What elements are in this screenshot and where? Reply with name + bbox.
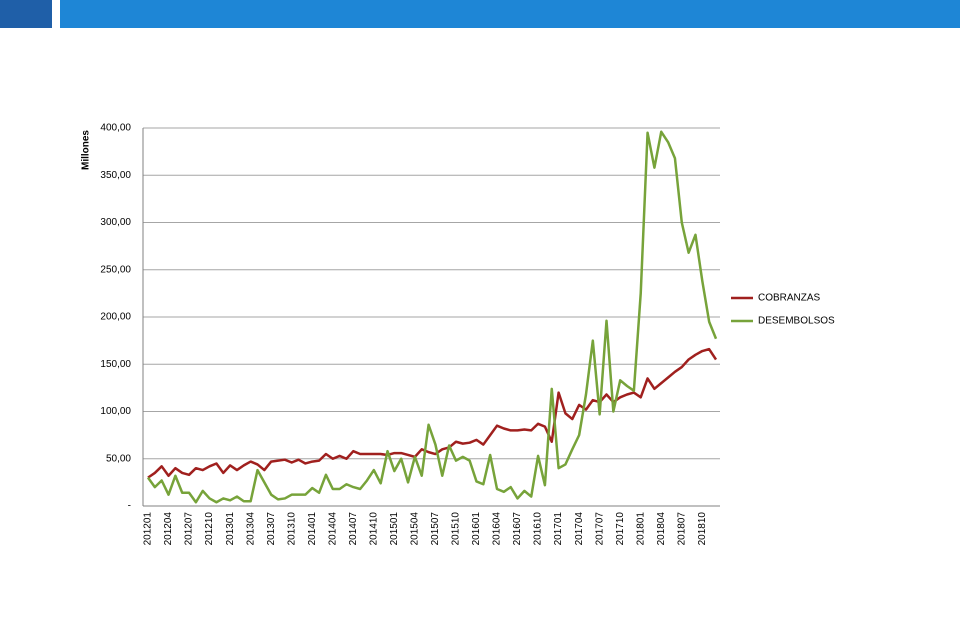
x-tick-label: 201307	[266, 512, 277, 546]
x-tick-label: 201807	[676, 512, 687, 546]
x-tick-label: 201604	[492, 512, 503, 546]
x-tick-label: 201401	[307, 512, 318, 546]
y-tick-label: 350,00	[100, 170, 131, 181]
x-tick-label: 201207	[184, 512, 195, 546]
y-tick-label: -	[128, 501, 131, 512]
x-tick-label: 201607	[512, 512, 523, 546]
x-tick-label: 201404	[327, 512, 338, 546]
x-tick-label: 201510	[451, 512, 462, 546]
x-tick-label: 201501	[389, 512, 400, 546]
y-tick-label: 400,00	[100, 123, 131, 134]
x-tick-label: 201204	[163, 512, 174, 546]
x-tick-label: 201310	[286, 512, 297, 546]
x-tick-label: 201210	[204, 512, 215, 546]
x-tick-label: 201201	[143, 512, 154, 546]
x-tick-label: 201601	[471, 512, 482, 546]
y-tick-label: 50,00	[106, 453, 131, 464]
x-tick-label: 201410	[368, 512, 379, 546]
x-tick-label: 201610	[533, 512, 544, 546]
legend-label: DESEMBOLSOS	[758, 316, 835, 327]
x-tick-label: 201507	[430, 512, 441, 546]
x-tick-label: 201804	[656, 512, 667, 546]
y-tick-label: 200,00	[100, 312, 131, 323]
line-series	[147, 347, 718, 479]
x-tick-label: 201704	[574, 512, 585, 546]
x-tick-label: 201701	[553, 512, 564, 546]
x-tick-label: 201304	[245, 512, 256, 546]
y-tick-label: 300,00	[100, 217, 131, 228]
x-tick-label: 201710	[615, 512, 626, 546]
y-axis-label: Millones	[81, 130, 92, 170]
header-square	[0, 0, 52, 28]
x-tick-label: 201407	[348, 512, 359, 546]
header-bar	[60, 0, 960, 28]
x-tick-label: 201301	[225, 512, 236, 546]
x-tick-label: 201504	[410, 512, 421, 546]
y-tick-label: 100,00	[100, 406, 131, 417]
y-tick-label: 250,00	[100, 264, 131, 275]
x-tick-label: 201707	[594, 512, 605, 546]
y-tick-label: 150,00	[100, 359, 131, 370]
legend-label: COBRANZAS	[758, 293, 821, 304]
line-series	[146, 130, 718, 504]
x-tick-label: 201810	[697, 512, 708, 546]
x-tick-label: 201801	[635, 512, 646, 546]
